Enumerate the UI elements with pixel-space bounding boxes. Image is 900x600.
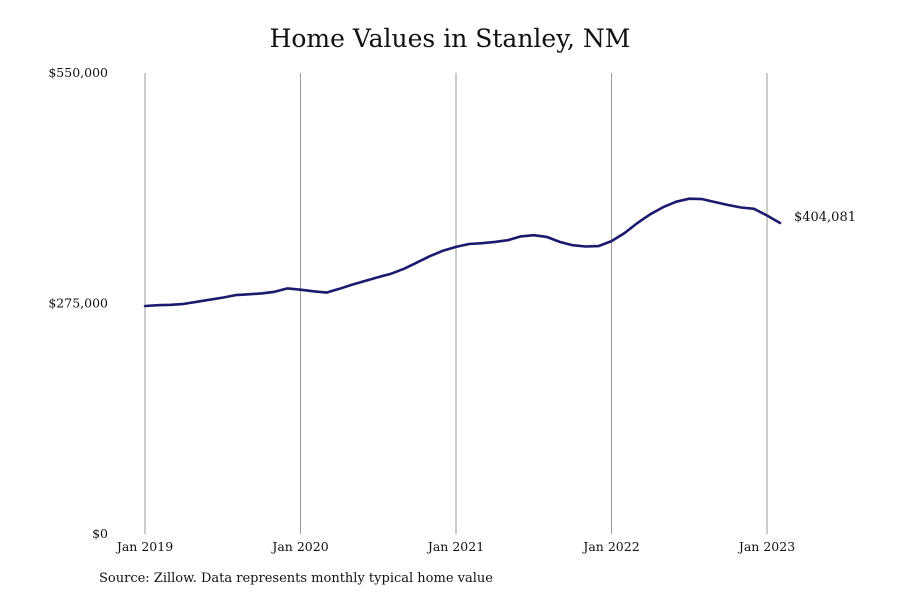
grid-lines	[144, 73, 768, 534]
series-line	[143, 197, 782, 308]
x-tick-label: Jan 2021	[426, 539, 484, 554]
x-tick-label: Jan 2022	[581, 539, 639, 554]
x-tick-label: Jan 2019	[115, 539, 173, 554]
source-note: Source: Zillow. Data represents monthly …	[99, 571, 493, 586]
end-value-label: $404,081	[794, 210, 856, 225]
x-tick-label: Jan 2020	[270, 539, 328, 554]
y-tick-label: $275,000	[48, 296, 108, 311]
x-axis-ticks: Jan 2019 Jan 2020 Jan 2021 Jan 2022 Jan 2023	[115, 539, 795, 554]
y-tick-label: $550,000	[48, 65, 108, 80]
x-tick-label: Jan 2023	[737, 539, 795, 554]
y-tick-label: $0	[92, 526, 108, 541]
y-axis-ticks: $0 $275,000 $550,000	[48, 65, 108, 541]
chart-title: Home Values in Stanley, NM	[269, 24, 631, 53]
